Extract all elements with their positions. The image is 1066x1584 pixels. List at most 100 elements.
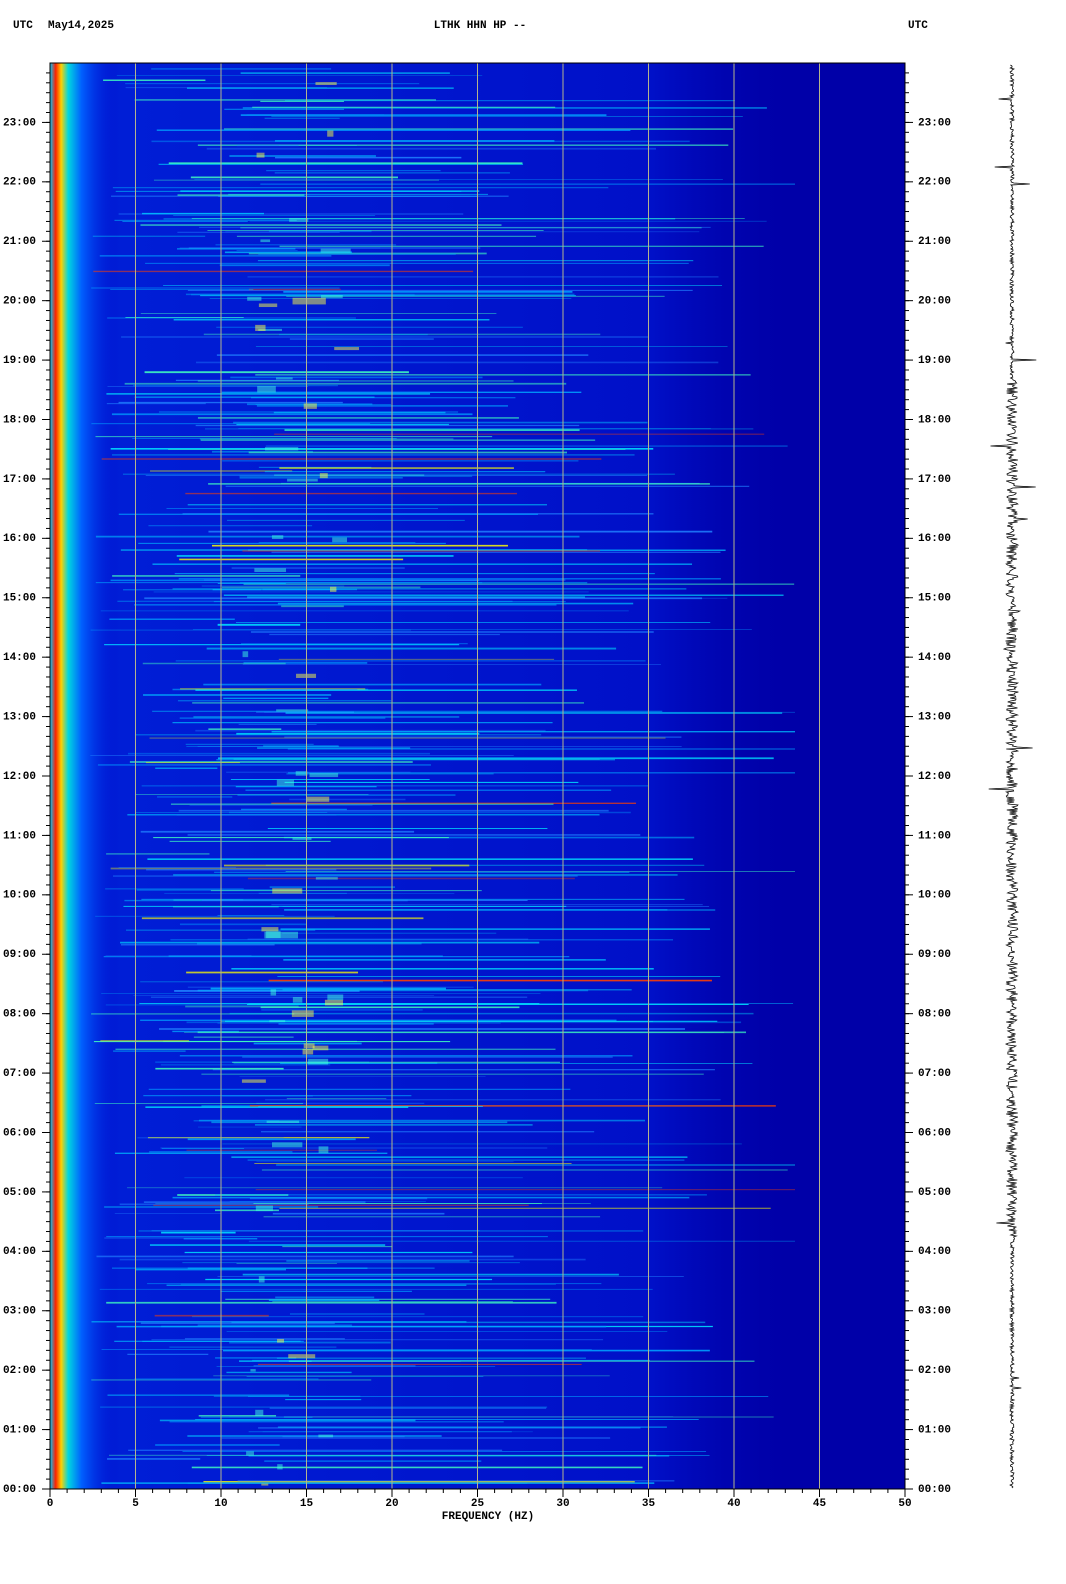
spectral-patch xyxy=(260,239,271,243)
y-tick-label: 10:00 xyxy=(918,890,951,902)
y-tick-label: 16:00 xyxy=(3,533,36,545)
spectral-patch xyxy=(292,297,326,305)
spectral-patch xyxy=(327,994,344,1001)
y-tick-label: 17:00 xyxy=(3,474,36,486)
x-tick-label: 20 xyxy=(385,1498,398,1510)
y-tick-label: 23:00 xyxy=(3,117,36,129)
spectral-patch xyxy=(258,303,278,308)
chart-title: LTHK HHN HP -- xyxy=(434,20,526,32)
spectral-patch xyxy=(261,1483,269,1486)
y-tick-label: 09:00 xyxy=(918,949,951,961)
spectral-patch xyxy=(318,1434,334,1438)
y-tick-label: 17:00 xyxy=(918,474,951,486)
y-tick-label: 14:00 xyxy=(918,652,951,664)
y-tick-label: 13:00 xyxy=(918,711,951,723)
y-tick-label: 12:00 xyxy=(918,771,951,783)
spectral-patch xyxy=(303,403,317,409)
x-tick-label: 35 xyxy=(642,1498,656,1510)
y-tick-label: 09:00 xyxy=(3,949,36,961)
spectral-patch xyxy=(269,1020,286,1023)
y-tick-label: 15:00 xyxy=(918,593,951,605)
y-tick-label: 16:00 xyxy=(918,533,951,545)
spectral-patch xyxy=(295,771,308,776)
low-frequency-band xyxy=(50,63,120,1489)
spectral-patch xyxy=(247,296,262,301)
y-tick-label: 11:00 xyxy=(3,830,36,842)
y-tick-label: 01:00 xyxy=(3,1424,36,1436)
y-tick-label: 21:00 xyxy=(3,236,36,248)
seismogram-trace xyxy=(988,64,1037,1489)
y-tick-label: 04:00 xyxy=(918,1246,951,1258)
spectral-patch xyxy=(275,377,293,380)
spectral-patch xyxy=(241,1079,266,1083)
y-tick-label: 12:00 xyxy=(3,771,36,783)
y-tick-label: 21:00 xyxy=(918,236,951,248)
spectral-patch xyxy=(261,927,279,932)
plot-frame xyxy=(49,62,906,1490)
x-tick-label: 40 xyxy=(727,1498,740,1510)
spectral-patch xyxy=(250,1369,256,1372)
spectral-patch xyxy=(303,1043,315,1049)
y-tick-label: 03:00 xyxy=(3,1306,36,1318)
y-tick-label: 20:00 xyxy=(3,296,36,308)
spectral-patch xyxy=(255,1409,264,1416)
spectral-patch xyxy=(327,130,334,137)
spectral-patch xyxy=(306,796,330,802)
x-tick-label: 15 xyxy=(300,1498,314,1510)
date: May14,2025 xyxy=(48,20,114,32)
spectral-patch xyxy=(312,1045,329,1051)
x-tick-label: 45 xyxy=(813,1498,827,1510)
spectral-patch xyxy=(289,217,309,222)
spectral-patch xyxy=(320,248,351,253)
spectral-patch xyxy=(256,152,265,158)
y-tick-label: 02:00 xyxy=(3,1365,36,1377)
y-tick-label: 03:00 xyxy=(918,1306,951,1318)
y-tick-label: 08:00 xyxy=(918,1009,951,1021)
y-tick-label: 00:00 xyxy=(3,1484,36,1496)
spectral-patch xyxy=(291,1010,314,1017)
spectral-patch xyxy=(266,931,281,939)
spectral-patch xyxy=(255,324,266,331)
x-tick-label: 25 xyxy=(471,1498,485,1510)
y-tick-label: 02:00 xyxy=(918,1365,951,1377)
spectral-patch xyxy=(257,386,276,393)
spectral-patch xyxy=(276,709,309,712)
spectral-patch xyxy=(329,586,337,592)
y-tick-label: 14:00 xyxy=(3,652,36,664)
x-tick-label: 30 xyxy=(556,1498,569,1510)
header-right: UTC xyxy=(908,20,928,32)
x-axis-label: FREQUENCY (HZ) xyxy=(442,1511,534,1523)
y-tick-label: 18:00 xyxy=(3,414,36,426)
spectrogram-energy xyxy=(50,63,803,1489)
spectral-patch xyxy=(242,651,249,658)
y-tick-label: 18:00 xyxy=(918,414,951,426)
spectral-patch xyxy=(264,447,299,451)
y-tick-label: 05:00 xyxy=(3,1187,36,1199)
spectral-patch xyxy=(292,997,303,1003)
spectral-patch xyxy=(315,877,338,880)
spectral-patch xyxy=(307,1058,329,1065)
x-tick-label: 50 xyxy=(898,1498,911,1510)
x-tick-label: 10 xyxy=(214,1498,227,1510)
spectral-patch xyxy=(255,1205,273,1212)
y-tick-label: 04:00 xyxy=(3,1246,36,1258)
spectral-patch xyxy=(266,1120,300,1124)
spectral-patch xyxy=(318,1146,329,1154)
y-tick-label: 13:00 xyxy=(3,711,36,723)
spectral-patch xyxy=(292,837,312,840)
x-tick-label: 5 xyxy=(132,1498,139,1510)
y-tick-label: 10:00 xyxy=(3,890,36,902)
y-tick-label: 00:00 xyxy=(918,1484,951,1496)
spectral-patch xyxy=(258,1276,265,1283)
y-tick-label: 08:00 xyxy=(3,1009,36,1021)
spectral-patch xyxy=(272,1142,303,1148)
spectral-patch xyxy=(302,1048,314,1055)
y-tick-label: 22:00 xyxy=(3,177,36,189)
spectral-patch xyxy=(271,535,284,540)
spectral-patch xyxy=(254,568,287,573)
spectral-patch xyxy=(320,294,343,299)
spectral-patch xyxy=(246,1451,254,1456)
spectral-patch xyxy=(264,931,299,939)
